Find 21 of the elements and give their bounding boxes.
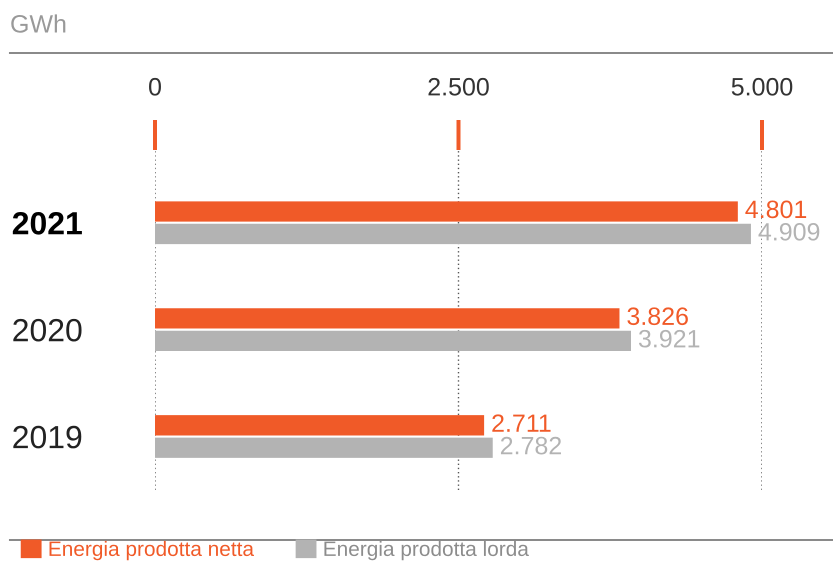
bar (155, 415, 484, 436)
legend-label: Energia prodotta netta (50, 540, 254, 560)
legend-label: Energia prodotta lorda (324, 540, 529, 560)
x-axis-title: GWh (11, 14, 66, 33)
data-label: 4.909 (758, 222, 820, 241)
data-label: 4.801 (745, 200, 806, 218)
y-tick-label: 2021 (12, 212, 82, 235)
y-tick-label: 2020 (13, 318, 82, 342)
x-tick-label: 0 (149, 78, 161, 96)
bar (155, 330, 632, 352)
bar (155, 201, 738, 222)
x-tick-label: 2.500 (428, 78, 489, 96)
bar (155, 224, 751, 244)
data-label: 3.921 (638, 330, 700, 348)
data-label: 2.782 (500, 436, 561, 454)
bar (155, 438, 493, 458)
y-tick-label: 2019 (13, 426, 82, 448)
bar (155, 308, 620, 329)
x-tick-label: 5.000 (732, 78, 792, 96)
data-label: 3.826 (627, 307, 688, 326)
data-label: 2.711 (492, 414, 551, 432)
